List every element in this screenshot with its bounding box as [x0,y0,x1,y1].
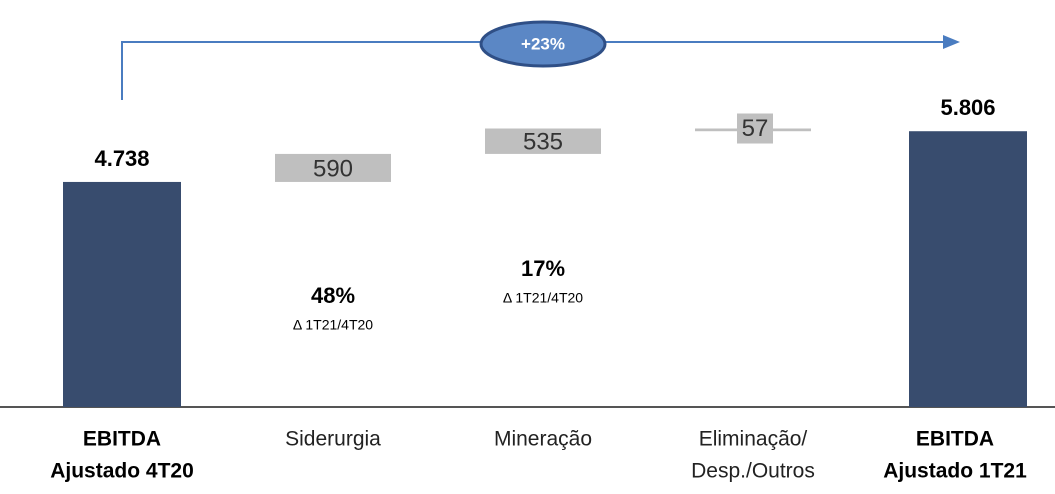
category-label: EBITDA [916,428,994,451]
category-label: Eliminação/ [699,428,808,451]
value-label: 5.806 [940,95,995,120]
category-label: EBITDA [83,428,161,451]
annotation: 17% [521,256,565,281]
step-bar [275,153,391,182]
growth-badge [479,20,607,68]
value-label: 535 [523,129,563,156]
value-label: 590 [313,155,353,182]
label-box [737,113,773,144]
growth-label: +23% [521,34,565,53]
category-label: Desp./Outros [691,460,815,483]
category-label: Mineração [494,428,592,451]
growth-arrow [121,41,945,100]
step-bar [485,128,601,154]
annotation: 48% [311,283,355,308]
annotation-sub: Δ 1T21/4T20 [503,290,583,306]
category-label: Ajustado 1T21 [883,460,1027,483]
value-label: 57 [742,115,769,142]
category-label: Siderurgia [285,428,381,451]
value-label: 4.738 [94,146,149,171]
total-bar [909,131,1027,407]
total-bar [63,181,181,407]
annotation-sub: Δ 1T21/4T20 [293,317,373,333]
category-label: Ajustado 4T20 [50,460,194,483]
arrow-head [943,35,960,49]
